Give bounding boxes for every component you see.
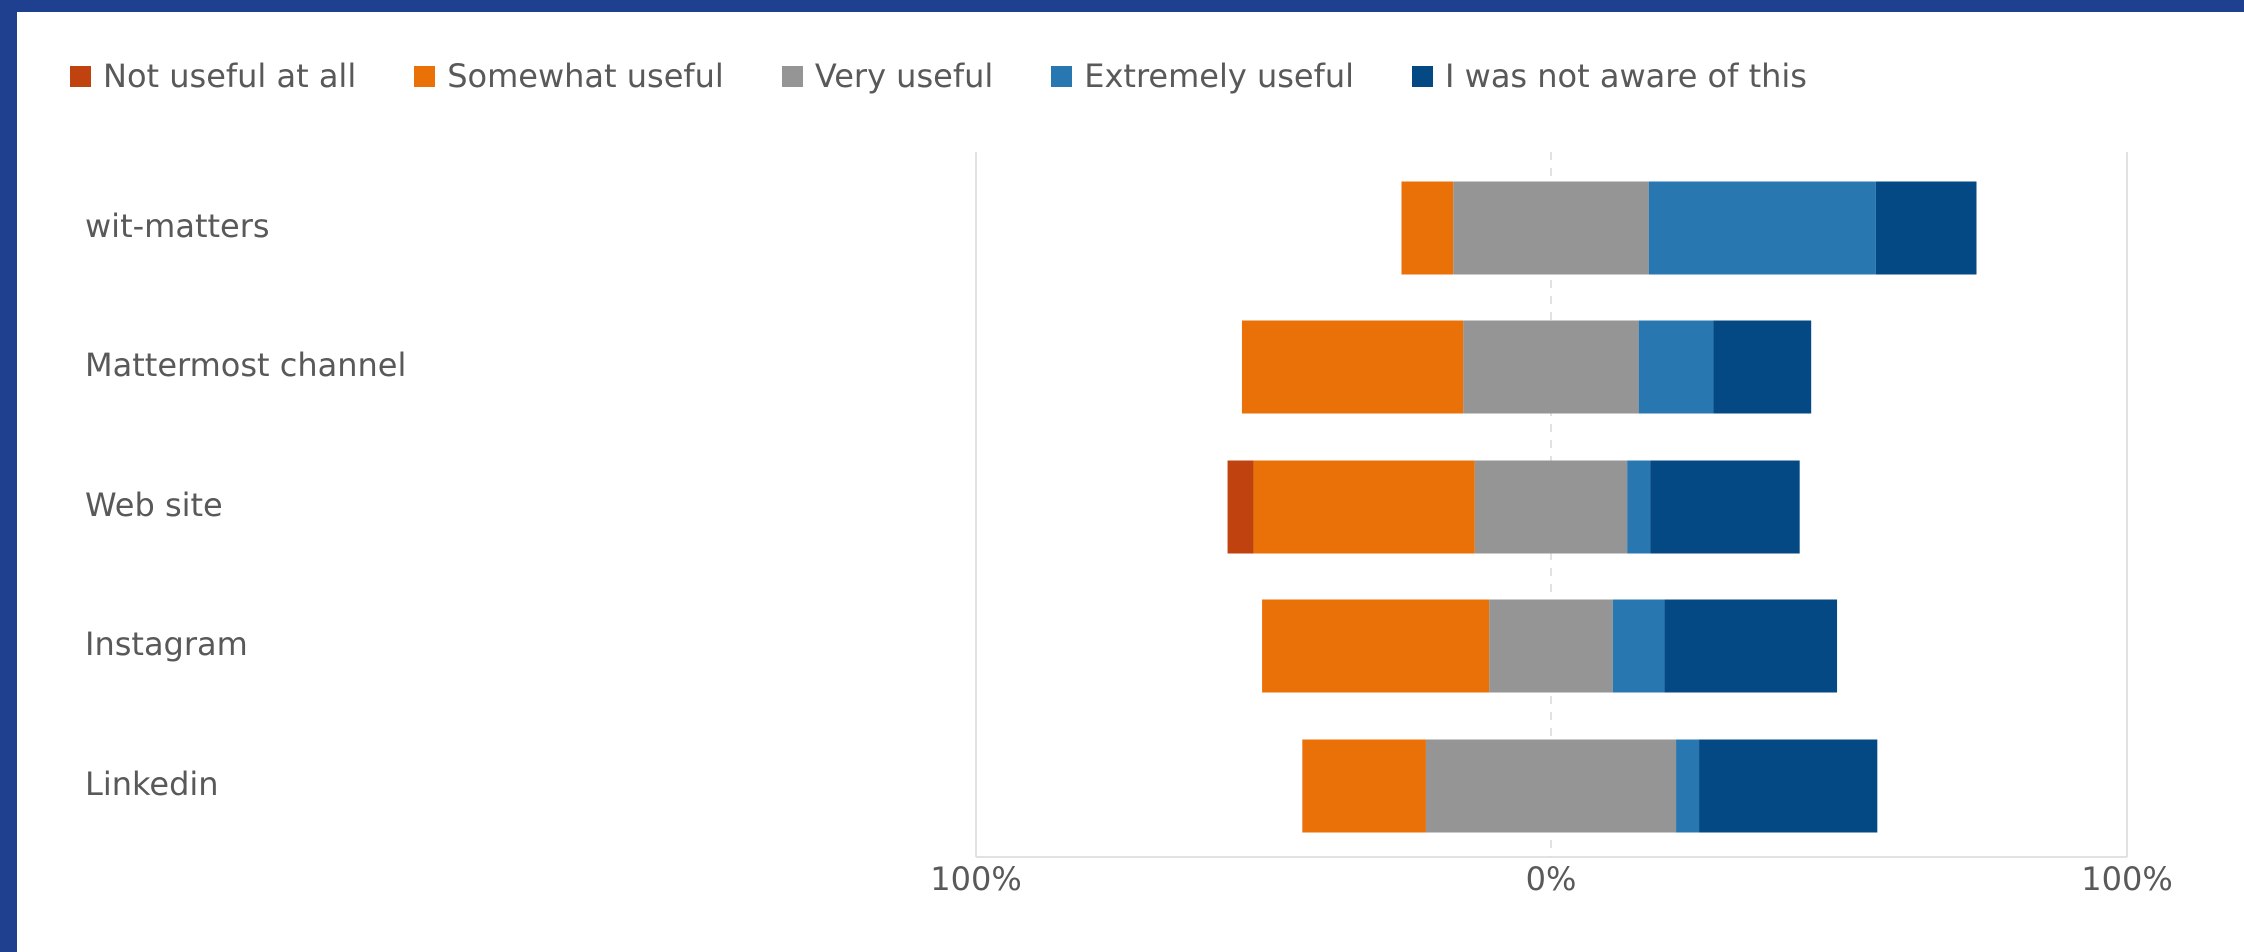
legend-item: Very useful bbox=[781, 57, 994, 95]
bar-segment bbox=[1612, 599, 1665, 693]
bar-segment bbox=[1638, 320, 1714, 414]
legend-item: Somewhat useful bbox=[414, 57, 724, 95]
bar-segment bbox=[1463, 320, 1639, 414]
legend-label: Extremely useful bbox=[1084, 57, 1355, 95]
legend-swatch bbox=[70, 65, 91, 87]
bar-segment bbox=[1713, 320, 1812, 414]
legend-label: Very useful bbox=[814, 57, 994, 95]
bar-segment bbox=[1302, 739, 1426, 833]
bar-segment bbox=[1453, 181, 1649, 275]
x-tick-label: 0% bbox=[1526, 860, 1577, 898]
legend: Not useful at all Somewhat useful Very use… bbox=[70, 52, 1865, 100]
x-tick-label: 100% bbox=[2081, 860, 2172, 898]
x-tick-label: 100% bbox=[930, 860, 1021, 898]
legend-swatch bbox=[1051, 65, 1073, 87]
legend-item: Not useful at all bbox=[70, 57, 356, 95]
legend-swatch bbox=[781, 65, 803, 87]
legend-label: Not useful at all bbox=[103, 57, 357, 95]
bar-segment bbox=[1425, 739, 1677, 833]
legend-item: I was not aware of this bbox=[1412, 57, 1807, 95]
bar-segment bbox=[1676, 739, 1700, 833]
category-label: Mattermost channel bbox=[85, 346, 406, 384]
legend-swatch bbox=[414, 65, 436, 87]
bar-segment bbox=[1699, 739, 1878, 833]
bar-segment bbox=[1650, 460, 1800, 554]
bar-segment bbox=[1227, 460, 1254, 554]
bar-segment bbox=[1627, 460, 1651, 554]
legend-item: Extremely useful bbox=[1051, 57, 1354, 95]
bar-segment bbox=[1648, 181, 1876, 275]
legend-label: Somewhat useful bbox=[447, 57, 724, 95]
bar-segment bbox=[1664, 599, 1838, 693]
category-label: Web site bbox=[85, 486, 223, 524]
bar-segment bbox=[1474, 460, 1628, 554]
category-label: Instagram bbox=[85, 625, 248, 663]
bar-segment bbox=[1253, 460, 1475, 554]
legend-swatch bbox=[1412, 65, 1434, 87]
legend-label: I was not aware of this bbox=[1445, 57, 1807, 95]
bar-segment bbox=[1241, 320, 1464, 414]
bar-segment bbox=[1262, 599, 1490, 693]
category-label: Linkedin bbox=[85, 765, 219, 803]
bar-segment bbox=[1489, 599, 1613, 693]
bar-segment bbox=[1875, 181, 1977, 275]
bar-segment bbox=[1401, 181, 1454, 275]
category-label: wit-matters bbox=[85, 207, 270, 245]
